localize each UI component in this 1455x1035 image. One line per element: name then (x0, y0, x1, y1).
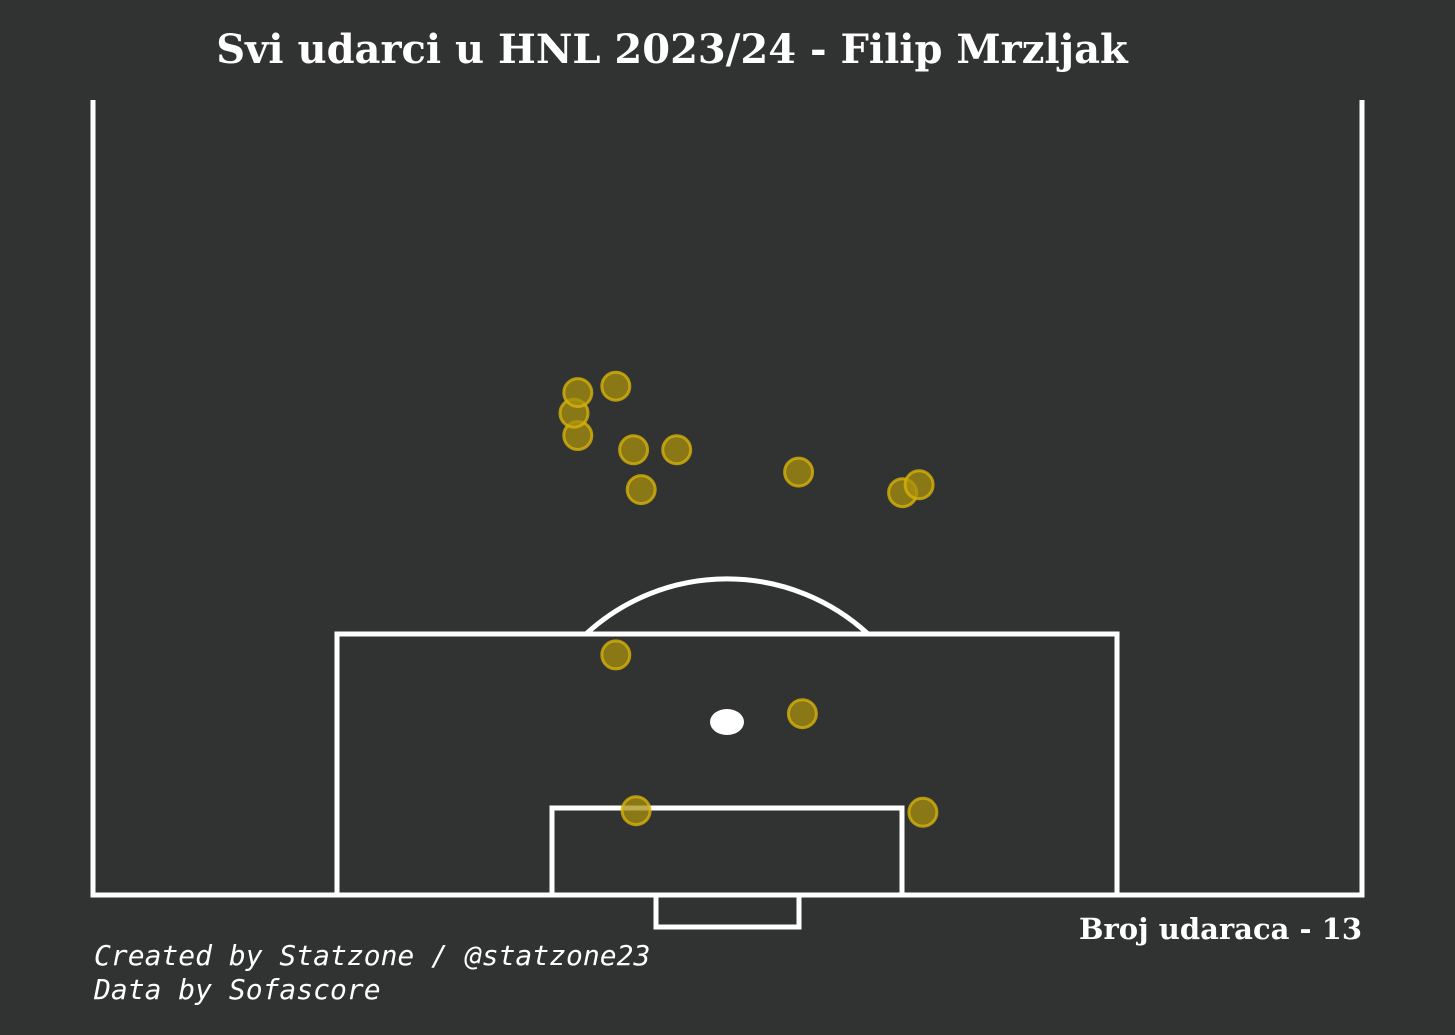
shot-point-13 (620, 795, 652, 827)
shot-count-label: Broj udaraca - 13 (1079, 912, 1362, 946)
shot-point-2 (618, 434, 650, 466)
shot-point-8 (783, 456, 815, 488)
shot-point-7 (600, 370, 632, 402)
credit-created-by: Created by Statzone / @statzone23 (94, 939, 650, 972)
shot-point-1 (625, 474, 657, 506)
shot-point-14 (907, 796, 939, 828)
penalty-arc (584, 576, 870, 636)
goal (653, 892, 802, 930)
shot-point-6 (562, 377, 594, 409)
shot-point-10 (903, 469, 935, 501)
pitch (90, 100, 1365, 930)
chart-title: Svi udarci u HNL 2023/24 - Filip Mrzljak (216, 26, 1129, 73)
shot-point-11 (600, 639, 632, 671)
shot-point-4 (661, 434, 693, 466)
shot-point-12 (786, 698, 818, 730)
credit-data-source: Data by Sofascore (93, 973, 381, 1006)
shots-layer (558, 370, 939, 828)
penalty-spot (710, 709, 744, 735)
